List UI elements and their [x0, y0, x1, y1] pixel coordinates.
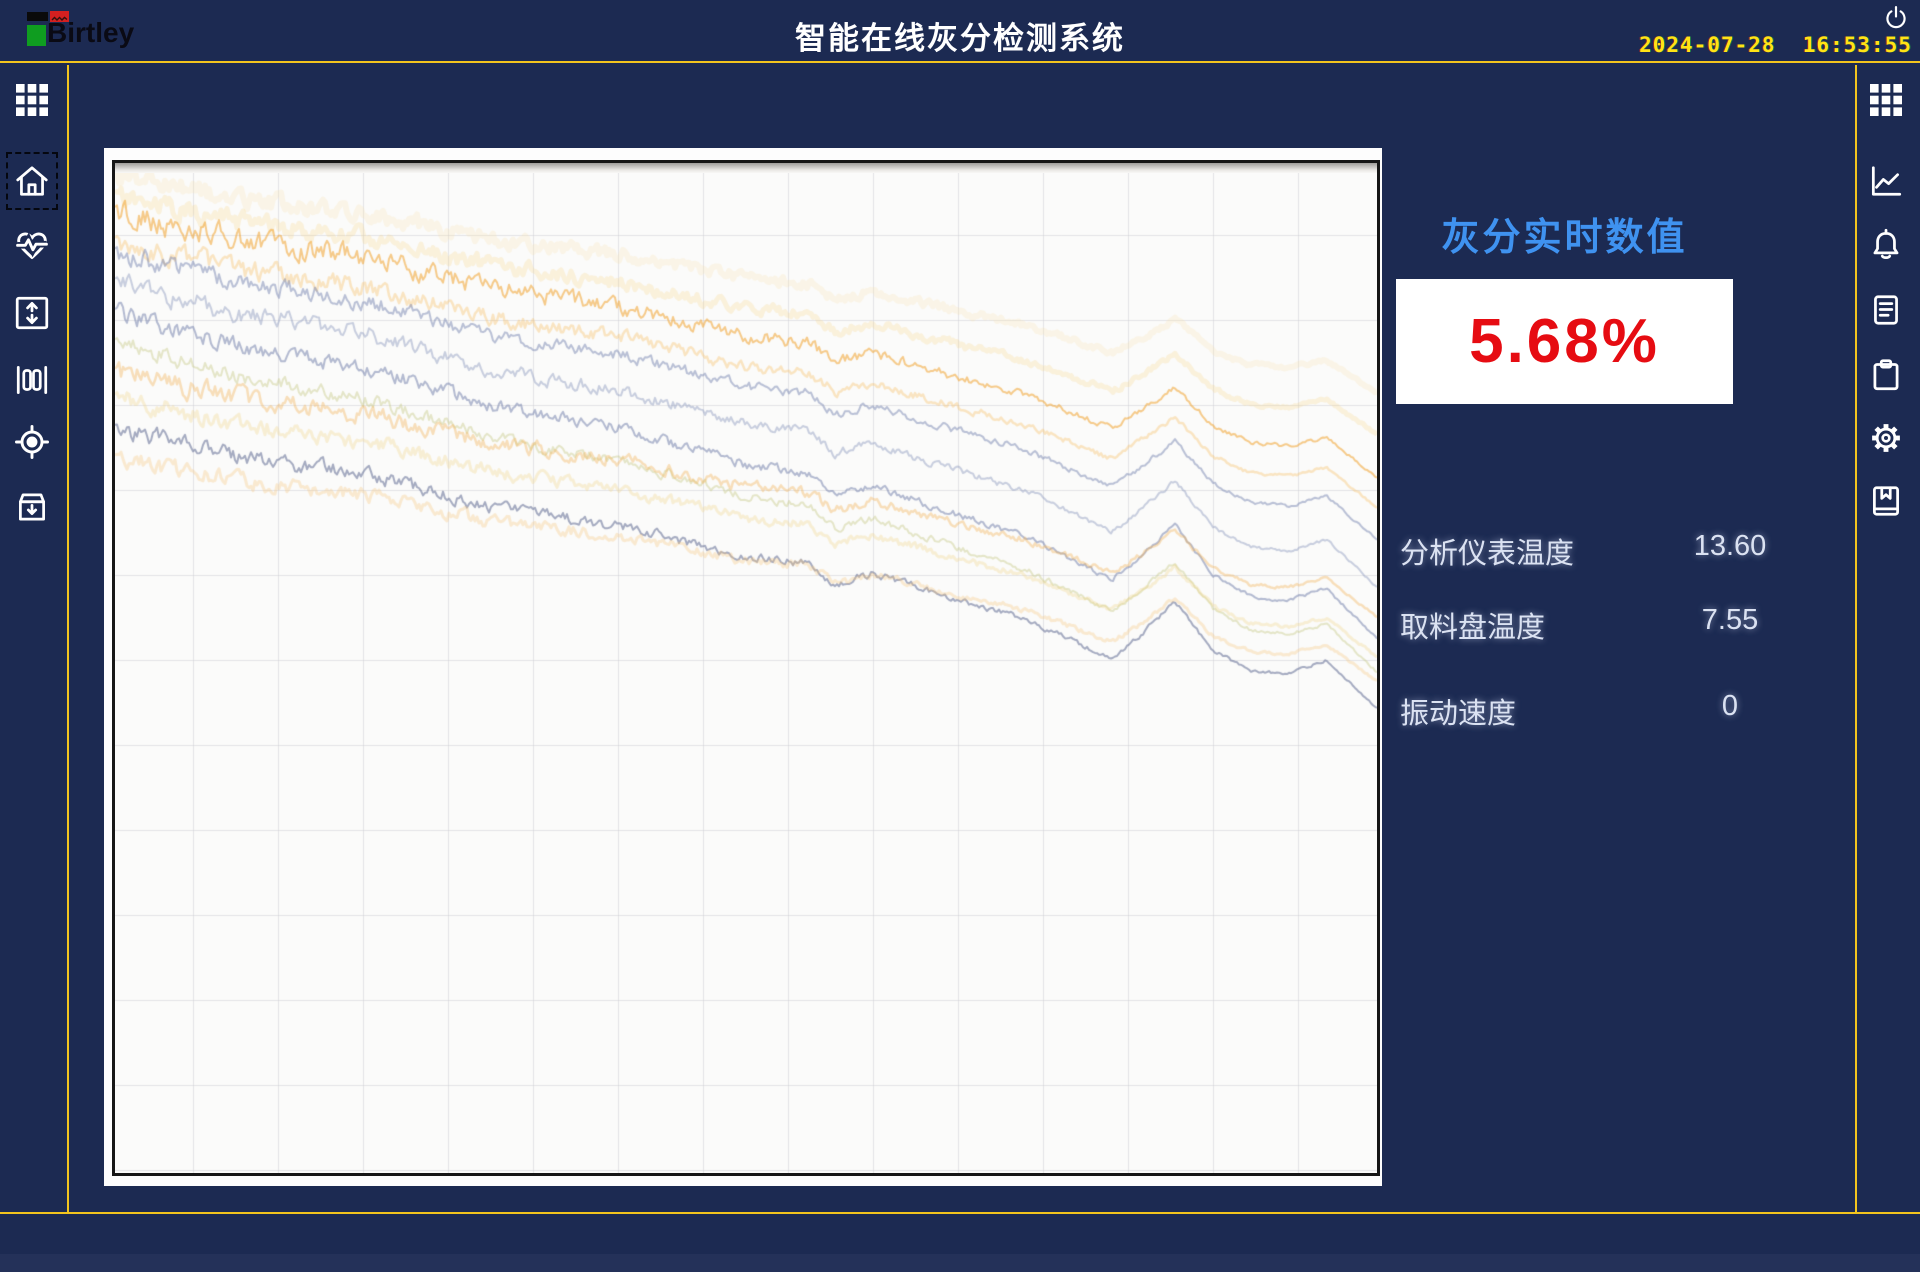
vertical-range-icon	[15, 296, 49, 330]
clipboard-icon	[1873, 359, 1899, 391]
sidebar-right-logbook[interactable]	[1864, 479, 1908, 523]
page-title: 智能在线灰分检测系统	[795, 21, 1125, 56]
trend-chart-panel	[104, 148, 1382, 1186]
logo-black-square	[27, 12, 48, 21]
logo-green-square	[27, 25, 46, 46]
ash-value-box: 5.68%	[1396, 279, 1733, 404]
sidebar-right-alarms[interactable]	[1864, 223, 1908, 267]
sidebar-right-apps[interactable]	[1864, 78, 1908, 122]
logo-wave-icon	[51, 16, 68, 21]
archive-in-icon	[19, 493, 45, 521]
report-icon	[1874, 295, 1898, 325]
reading-label: 取料盘温度	[1400, 612, 1546, 644]
reading-analyzer-temp: 分析仪表温度 13.60	[1400, 530, 1790, 570]
sidebar-right-settings[interactable]	[1864, 416, 1908, 460]
datetime-display: 2024-07-28 16:53:55	[1639, 33, 1912, 57]
sidebar-left-archive[interactable]	[10, 485, 54, 529]
frame-line-bottom	[0, 1212, 1920, 1214]
columns-gauge-icon	[16, 365, 48, 395]
plot-top-strip	[115, 163, 1377, 173]
target-icon	[14, 425, 49, 459]
reading-value: 7.55	[1701, 604, 1759, 636]
trend-chart-icon	[1871, 166, 1902, 196]
reading-value: 0	[1721, 690, 1739, 722]
sidebar-left-target[interactable]	[10, 420, 54, 464]
reading-label: 分析仪表温度	[1400, 538, 1575, 570]
apps-grid-icon	[16, 84, 48, 116]
sidebar-left-health[interactable]	[10, 225, 54, 269]
sidebar-left-columns[interactable]	[10, 358, 54, 402]
logo-text: Birtley	[47, 17, 135, 48]
apps-grid-icon	[1870, 84, 1902, 116]
sidebar-left-home[interactable]	[6, 152, 58, 210]
trend-plot-area	[112, 160, 1380, 1176]
sidebar-left-apps[interactable]	[10, 78, 54, 122]
sidebar-left-range[interactable]	[10, 291, 54, 335]
ash-value: 5.68%	[1469, 307, 1660, 376]
footer-strip	[0, 1254, 1920, 1272]
logo-red-square	[50, 11, 69, 22]
reading-vibration-speed: 振动速度 0	[1400, 690, 1790, 730]
trend-canvas	[115, 173, 1377, 1173]
alarm-bell-icon	[1873, 228, 1899, 259]
sidebar-right-clipboard[interactable]	[1864, 353, 1908, 397]
power-button[interactable]	[1882, 4, 1910, 32]
settings-gear-icon	[1872, 424, 1900, 452]
sidebar-right-report[interactable]	[1864, 288, 1908, 332]
reading-tray-temp: 取料盘温度 7.55	[1400, 604, 1790, 644]
reading-value: 13.60	[1693, 530, 1767, 562]
home-icon	[16, 166, 48, 196]
frame-line-right	[1855, 65, 1857, 1212]
frame-line-left	[67, 65, 69, 1212]
ash-value-title: 灰分实时数值	[1441, 217, 1688, 259]
heartbeat-icon	[16, 232, 48, 259]
logbook-icon	[1873, 486, 1899, 516]
sidebar-right-trend[interactable]	[1864, 159, 1908, 203]
reading-label: 振动速度	[1400, 698, 1517, 730]
power-icon	[1886, 6, 1906, 29]
brand-logo: Birtley	[24, 9, 204, 53]
header: Birtley 智能在线灰分检测系统 2024-07-28 16:53:55	[0, 0, 1920, 63]
